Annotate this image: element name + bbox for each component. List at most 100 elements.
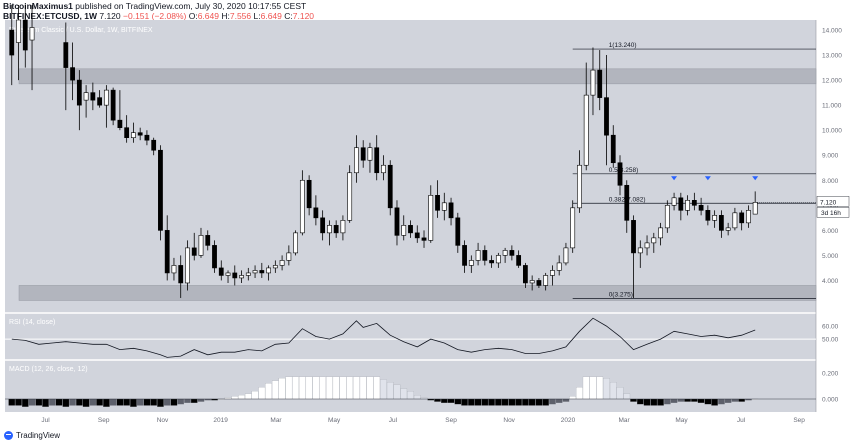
candle-up bbox=[570, 207, 576, 249]
macd-histogram-bar bbox=[630, 398, 637, 402]
time-axis-label: Jul bbox=[737, 417, 746, 424]
time-axis-label: 2020 bbox=[561, 417, 576, 424]
macd-histogram-bar bbox=[339, 376, 347, 400]
candle-up bbox=[746, 210, 751, 224]
macd-histogram-bar bbox=[326, 376, 333, 400]
candle-up bbox=[327, 225, 332, 234]
candle-up bbox=[286, 252, 292, 261]
price-tick-label: 10.000 bbox=[822, 128, 842, 135]
macd-histogram-bar bbox=[488, 398, 495, 406]
macd-histogram-bar bbox=[299, 376, 306, 400]
time-axis-label: May bbox=[675, 417, 688, 424]
publish-info: published on TradingView.com, July 30, 2… bbox=[75, 1, 307, 11]
macd-histogram-bar bbox=[89, 398, 97, 406]
macd-histogram-bar bbox=[623, 393, 631, 400]
ohlc-h-value: 7.556 bbox=[229, 11, 252, 21]
down-arrow-marker bbox=[671, 176, 678, 181]
macd-histogram-bar bbox=[711, 398, 718, 406]
time-axis-label: Mar bbox=[618, 417, 630, 424]
candle-up bbox=[299, 179, 305, 234]
macd-histogram-bar bbox=[96, 398, 103, 406]
macd-histogram-bar bbox=[238, 395, 245, 400]
macd-histogram-bar bbox=[305, 376, 313, 400]
candle-down bbox=[333, 225, 339, 234]
macd-histogram-bar bbox=[42, 398, 49, 407]
macd-histogram-bar bbox=[62, 398, 70, 407]
macd-histogram-bar bbox=[468, 398, 475, 406]
candle-down bbox=[306, 179, 312, 209]
macd-histogram-bar bbox=[136, 398, 144, 406]
macd-histogram-bar bbox=[312, 376, 320, 400]
candle-up bbox=[29, 27, 35, 41]
candle-down bbox=[718, 215, 724, 231]
macd-histogram-bar bbox=[718, 398, 725, 405]
macd-histogram-bar bbox=[636, 398, 644, 405]
macd-tick-label: 0.000 bbox=[822, 397, 839, 404]
last-price-badge bbox=[816, 196, 850, 207]
macd-histogram-bar bbox=[123, 398, 130, 406]
time-axis-label: May bbox=[328, 417, 341, 424]
macd-histogram-bar bbox=[447, 398, 455, 403]
time-axis-label: Jul bbox=[41, 417, 50, 424]
macd-tick-label: 0.200 bbox=[822, 371, 839, 378]
candle-down bbox=[110, 89, 116, 121]
macd-histogram-bar bbox=[501, 398, 509, 406]
time-axis-label: Sep bbox=[445, 417, 457, 424]
time-axis-label: Mar bbox=[270, 417, 282, 424]
ohlc-c-label: C: bbox=[284, 11, 293, 21]
candle-up bbox=[252, 270, 258, 274]
macd-histogram-bar bbox=[738, 398, 745, 402]
candle-up bbox=[441, 202, 447, 211]
candle-up bbox=[428, 194, 434, 241]
candle-up bbox=[468, 260, 474, 266]
author-name[interactable]: BitcoinMaximus1 bbox=[3, 1, 73, 11]
chart-canvas[interactable]: Ethereum Classic / U.S. Dollar, 1W, BITF… bbox=[0, 0, 850, 430]
candle-up bbox=[381, 164, 386, 174]
candle-down bbox=[448, 202, 454, 219]
candle-up bbox=[266, 267, 271, 274]
macd-histogram-bar bbox=[582, 376, 590, 400]
macd-histogram-bar bbox=[35, 398, 43, 406]
macd-histogram-bar bbox=[454, 398, 462, 405]
macd-histogram-bar bbox=[664, 398, 671, 405]
price-tick-label: 11.000 bbox=[822, 103, 842, 110]
macd-histogram-bar bbox=[109, 398, 117, 406]
time-axis-label: Sep bbox=[793, 417, 805, 424]
macd-histogram-bar bbox=[366, 376, 374, 400]
support-resistance-zone bbox=[18, 68, 817, 85]
macd-histogram-bar bbox=[244, 393, 252, 400]
candle-up bbox=[664, 205, 670, 229]
rsi-title: RSI (14, close) bbox=[9, 319, 55, 326]
macd-histogram-bar bbox=[272, 380, 279, 400]
macd-histogram-bar bbox=[670, 398, 678, 403]
candle-down bbox=[90, 92, 96, 101]
macd-histogram-bar bbox=[495, 398, 502, 406]
candle-down bbox=[218, 267, 224, 276]
macd-histogram-bar bbox=[650, 398, 658, 406]
macd-histogram-bar bbox=[407, 391, 414, 400]
macd-histogram-bar bbox=[440, 398, 448, 403]
candle-down bbox=[191, 247, 197, 256]
candle-up bbox=[340, 220, 346, 234]
macd-histogram-bar bbox=[616, 387, 624, 400]
macd-histogram-bar bbox=[589, 376, 597, 400]
macd-title: MACD (12, 26, close, 12) bbox=[9, 366, 88, 373]
macd-histogram-bar bbox=[522, 398, 529, 406]
candle-up bbox=[347, 172, 353, 221]
price-change: −0.151 (−2.08%) bbox=[123, 11, 187, 21]
candle-down bbox=[63, 42, 69, 68]
macd-histogram-bar bbox=[704, 398, 712, 405]
candle-down bbox=[232, 272, 238, 279]
macd-histogram-bar bbox=[184, 398, 191, 403]
candle-up bbox=[637, 247, 643, 254]
candle-down bbox=[617, 162, 623, 186]
tradingview-logo[interactable]: TradingView bbox=[4, 431, 61, 441]
price-tick-label: 9.000 bbox=[822, 153, 839, 160]
candle-down bbox=[739, 212, 745, 224]
footer: TradingView bbox=[0, 430, 850, 444]
tradingview-brand: TradingView bbox=[16, 431, 61, 440]
price-tick-label: 4.000 bbox=[822, 278, 839, 285]
symbol-line: BITFINEX:ETCUSD, 1W 7.120 −0.151 (−2.08%… bbox=[3, 11, 314, 21]
candle-up bbox=[354, 147, 359, 174]
candle-up bbox=[83, 92, 89, 101]
